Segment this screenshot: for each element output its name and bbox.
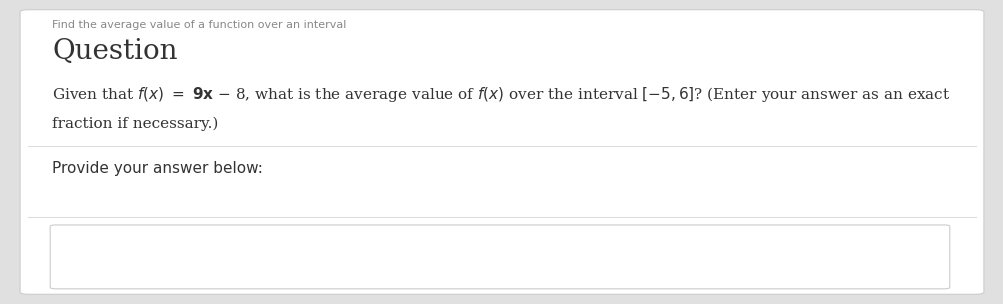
Text: Question: Question — [52, 38, 178, 65]
Text: Find the average value of a function over an interval: Find the average value of a function ove… — [52, 20, 346, 30]
Text: fraction if necessary.): fraction if necessary.) — [52, 117, 219, 131]
FancyBboxPatch shape — [50, 225, 949, 289]
FancyBboxPatch shape — [20, 10, 983, 294]
Text: Given that $\it{f}$$\it{(x)}$ $=$ $\mathbf{9x}$ $-$ 8, what is the average value: Given that $\it{f}$$\it{(x)}$ $=$ $\math… — [52, 85, 950, 104]
Text: Provide your answer below:: Provide your answer below: — [52, 161, 263, 176]
